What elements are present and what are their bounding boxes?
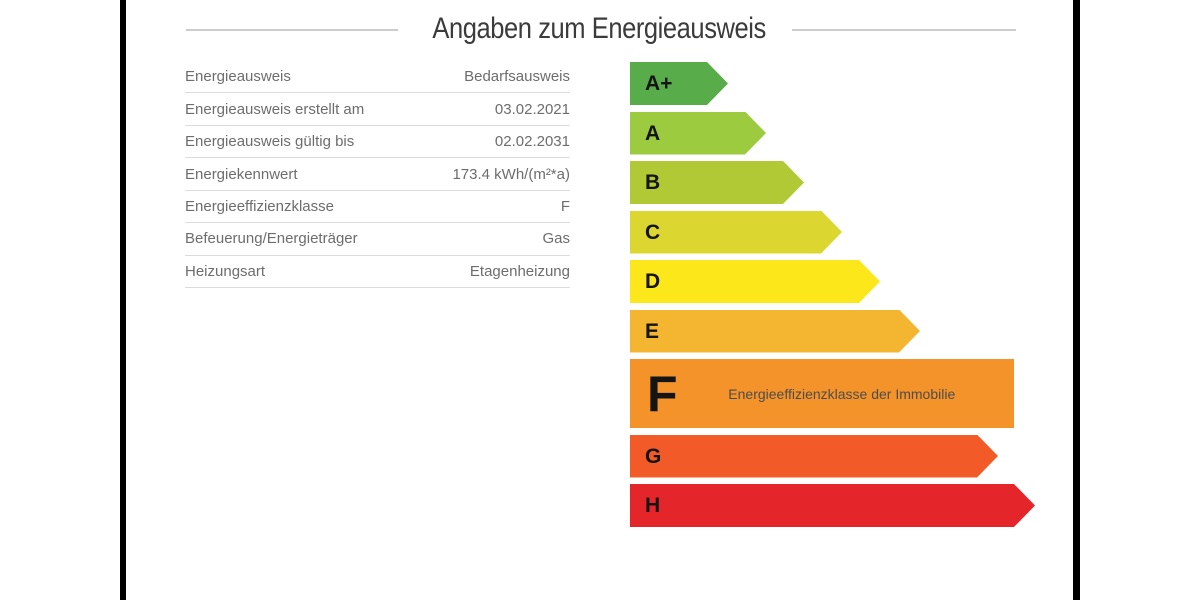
energy-class-letter: B [645,171,661,194]
highlight-caption: Energieeffizienzklasse der Immobilie [728,385,956,402]
row-value: Etagenheizung [469,262,570,280]
table-row: Energieeffizienzklasse F [185,191,570,224]
energy-class-scale: A+ A B C D E F Energieeffizienzklasse der Immob… [630,62,1050,534]
row-label: Energiekennwert [185,165,298,183]
table-row: Energieausweis Bedarfsausweis [185,61,570,94]
energy-info-table: Energieausweis Bedarfsausweis Energieauswe… [185,61,570,289]
page-title: Angaben zum Energieausweis [432,12,767,45]
energy-class-arrow-f: F Energieeffizienzklasse der Immobilie [630,359,1014,428]
title-wrap: Angaben zum Energieausweis [126,12,1073,45]
energy-class-arrow-e: E [630,310,920,353]
energy-class-letter: G [645,444,662,468]
row-value: 02.02.2031 [494,133,570,151]
energy-class-letter: A+ [645,72,673,95]
row-value: 173.4 kWh/(m²*a) [452,165,570,183]
energy-class-letter: E [645,319,660,343]
energy-class-arrow-d: D [630,260,880,303]
row-label: Energieausweis [185,68,291,86]
right-frame-line [1073,0,1080,600]
energy-class-arrow-b: B [630,161,804,204]
energy-class-arrow-g: G [630,435,998,478]
title-divider-right [792,29,1016,31]
row-value: Bedarfsausweis [464,68,570,86]
table-row: Energieausweis erstellt am 03.02.2021 [185,93,570,126]
energy-class-letter: D [645,270,661,293]
energy-class-letter: C [645,220,661,244]
energy-class-arrow-c: C [630,211,842,254]
title-divider-left [186,29,398,31]
row-label: Befeuerung/Energieträger [185,230,358,248]
row-label: Energieeffizienzklasse [185,197,334,215]
left-frame-line [120,0,126,600]
row-value: 03.02.2021 [494,100,570,118]
row-value: Gas [542,230,570,248]
table-row: Befeuerung/Energieträger Gas [185,223,570,256]
energy-class-letter: F [647,365,678,422]
energy-class-arrow-h: H [630,484,1035,527]
energy-class-arrow-a+: A+ [630,62,728,105]
row-label: Heizungsart [185,262,266,280]
row-label: Energieausweis erstellt am [185,100,365,118]
table-row: Energieausweis gültig bis 02.02.2031 [185,126,570,159]
table-row: Energiekennwert 173.4 kWh/(m²*a) [185,158,570,191]
energy-class-arrow-a: A [630,112,766,155]
row-label: Energieausweis gültig bis [185,133,355,151]
energy-class-letter: H [645,494,661,517]
table-row: Heizungsart Etagenheizung [185,256,570,289]
energy-class-letter: A [645,121,661,145]
row-value: F [560,197,570,215]
